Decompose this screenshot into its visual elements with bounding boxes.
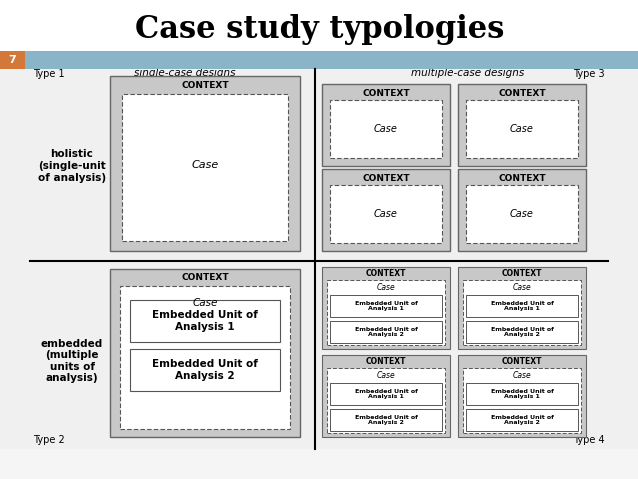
Text: Case: Case bbox=[510, 209, 534, 219]
Text: Embedded Unit of
Analysis 1: Embedded Unit of Analysis 1 bbox=[491, 388, 553, 399]
Text: CONTEXT: CONTEXT bbox=[362, 89, 410, 98]
Bar bbox=[458, 169, 586, 251]
Text: Case: Case bbox=[376, 370, 396, 379]
Bar bbox=[122, 94, 288, 241]
Bar bbox=[466, 409, 578, 431]
Text: Embedded Unit of
Analysis 2: Embedded Unit of Analysis 2 bbox=[355, 327, 417, 337]
Text: multiple-case designs: multiple-case designs bbox=[412, 68, 524, 78]
Bar bbox=[130, 349, 280, 391]
Text: Case: Case bbox=[512, 283, 531, 292]
Text: Embedded Unit of
Analysis 1: Embedded Unit of Analysis 1 bbox=[355, 388, 417, 399]
Bar bbox=[466, 321, 578, 343]
Text: CONTEXT: CONTEXT bbox=[498, 89, 546, 98]
Bar bbox=[0, 69, 638, 449]
Bar bbox=[0, 51, 25, 69]
Text: single-case designs: single-case designs bbox=[134, 68, 236, 78]
Text: Embedded Unit of
Analysis 2: Embedded Unit of Analysis 2 bbox=[355, 415, 417, 425]
Text: Case: Case bbox=[512, 370, 531, 379]
Bar bbox=[322, 267, 450, 349]
Bar bbox=[330, 321, 442, 343]
Text: Case: Case bbox=[374, 209, 398, 219]
Text: Embedded Unit of
Analysis 2: Embedded Unit of Analysis 2 bbox=[491, 415, 553, 425]
Bar bbox=[110, 76, 300, 251]
Bar bbox=[120, 286, 290, 429]
Text: holistic
(single-unit
of analysis): holistic (single-unit of analysis) bbox=[38, 149, 106, 182]
Bar bbox=[458, 84, 586, 166]
Text: Case: Case bbox=[374, 124, 398, 134]
Bar bbox=[466, 295, 578, 317]
Text: Case: Case bbox=[376, 283, 396, 292]
Text: CONTEXT: CONTEXT bbox=[366, 357, 406, 366]
Text: CONTEXT: CONTEXT bbox=[181, 80, 229, 90]
Text: Case: Case bbox=[191, 160, 219, 170]
Bar bbox=[130, 300, 280, 342]
Bar bbox=[110, 269, 300, 437]
Text: CONTEXT: CONTEXT bbox=[362, 173, 410, 182]
Bar bbox=[330, 409, 442, 431]
Bar bbox=[322, 355, 450, 437]
Text: Embedded Unit of
Analysis 2: Embedded Unit of Analysis 2 bbox=[152, 359, 258, 381]
Bar bbox=[463, 280, 581, 345]
Text: Type 4: Type 4 bbox=[574, 435, 605, 445]
Text: Case study typologies: Case study typologies bbox=[135, 13, 505, 45]
Bar bbox=[458, 355, 586, 437]
Text: CONTEXT: CONTEXT bbox=[501, 357, 542, 366]
Bar bbox=[463, 368, 581, 433]
Text: Embedded Unit of
Analysis 1: Embedded Unit of Analysis 1 bbox=[355, 301, 417, 311]
Text: Type 1: Type 1 bbox=[33, 69, 64, 79]
Bar bbox=[322, 169, 450, 251]
Bar bbox=[0, 0, 638, 59]
Text: CONTEXT: CONTEXT bbox=[181, 274, 229, 283]
Bar bbox=[330, 185, 442, 243]
Bar bbox=[466, 185, 578, 243]
Bar bbox=[330, 100, 442, 158]
Text: Embedded Unit of
Analysis 1: Embedded Unit of Analysis 1 bbox=[152, 310, 258, 332]
Bar bbox=[466, 383, 578, 405]
Text: CONTEXT: CONTEXT bbox=[501, 270, 542, 278]
Text: Type 2: Type 2 bbox=[33, 435, 64, 445]
Bar bbox=[466, 100, 578, 158]
Bar bbox=[330, 383, 442, 405]
Text: CONTEXT: CONTEXT bbox=[498, 173, 546, 182]
Text: Type 3: Type 3 bbox=[574, 69, 605, 79]
Text: CONTEXT: CONTEXT bbox=[366, 270, 406, 278]
Bar bbox=[25, 51, 638, 69]
Bar bbox=[327, 368, 445, 433]
Text: Case: Case bbox=[192, 298, 218, 308]
Bar bbox=[330, 295, 442, 317]
Bar bbox=[458, 267, 586, 349]
Bar bbox=[327, 280, 445, 345]
Text: Embedded Unit of
Analysis 2: Embedded Unit of Analysis 2 bbox=[491, 327, 553, 337]
Text: embedded
(multiple
units of
analysis): embedded (multiple units of analysis) bbox=[41, 339, 103, 383]
Text: Embedded Unit of
Analysis 1: Embedded Unit of Analysis 1 bbox=[491, 301, 553, 311]
Text: 7: 7 bbox=[9, 55, 17, 65]
Text: Case: Case bbox=[510, 124, 534, 134]
Bar bbox=[322, 84, 450, 166]
